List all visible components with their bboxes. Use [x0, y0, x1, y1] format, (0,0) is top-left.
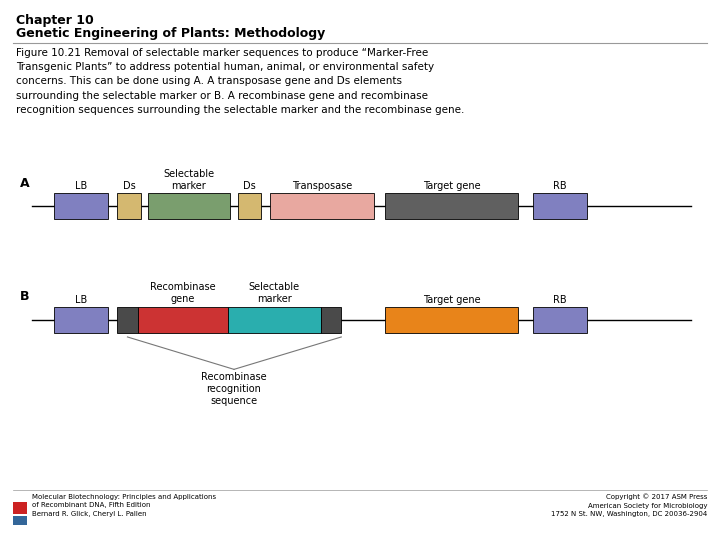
Bar — [533, 193, 587, 219]
Text: Target gene: Target gene — [423, 181, 481, 191]
Bar — [117, 193, 141, 219]
Text: Chapter 10: Chapter 10 — [16, 14, 94, 27]
Text: Recombinase
gene: Recombinase gene — [150, 282, 215, 304]
Bar — [54, 193, 108, 219]
Bar — [148, 193, 230, 219]
Text: B: B — [20, 291, 30, 303]
Text: Ds: Ds — [243, 181, 256, 191]
Bar — [228, 307, 321, 333]
Bar — [385, 307, 518, 333]
Bar — [385, 193, 518, 219]
Text: Selectable
marker: Selectable marker — [163, 169, 215, 191]
Text: LB: LB — [75, 294, 87, 305]
Text: Genetic Engineering of Plants: Methodology: Genetic Engineering of Plants: Methodolo… — [16, 27, 325, 40]
Text: Molecular Biotechnology: Principles and Applications
of Recombinant DNA, Fifth E: Molecular Biotechnology: Principles and … — [32, 494, 216, 517]
Text: Figure 10.21 Removal of selectable marker sequences to produce “Marker-Free
Tran: Figure 10.21 Removal of selectable marke… — [16, 48, 464, 115]
Bar — [533, 307, 587, 333]
Bar — [13, 516, 27, 525]
Text: Selectable
marker: Selectable marker — [248, 282, 300, 304]
Text: LB: LB — [75, 181, 87, 191]
Bar — [321, 307, 341, 333]
Bar — [13, 502, 27, 514]
Text: Copyright © 2017 ASM Press
American Society for Microbiology
1752 N St. NW, Wash: Copyright © 2017 ASM Press American Soci… — [551, 494, 707, 517]
Text: Transposase: Transposase — [292, 181, 352, 191]
Bar — [238, 193, 261, 219]
Text: A: A — [20, 177, 30, 190]
Text: RB: RB — [553, 181, 567, 191]
Text: RB: RB — [553, 294, 567, 305]
Bar — [138, 307, 228, 333]
Text: Ds: Ds — [123, 181, 135, 191]
Bar — [117, 307, 138, 333]
Text: Target gene: Target gene — [423, 294, 481, 305]
Bar — [270, 193, 374, 219]
Bar — [54, 307, 108, 333]
Text: Recombinase
recognition
sequence: Recombinase recognition sequence — [201, 372, 267, 406]
